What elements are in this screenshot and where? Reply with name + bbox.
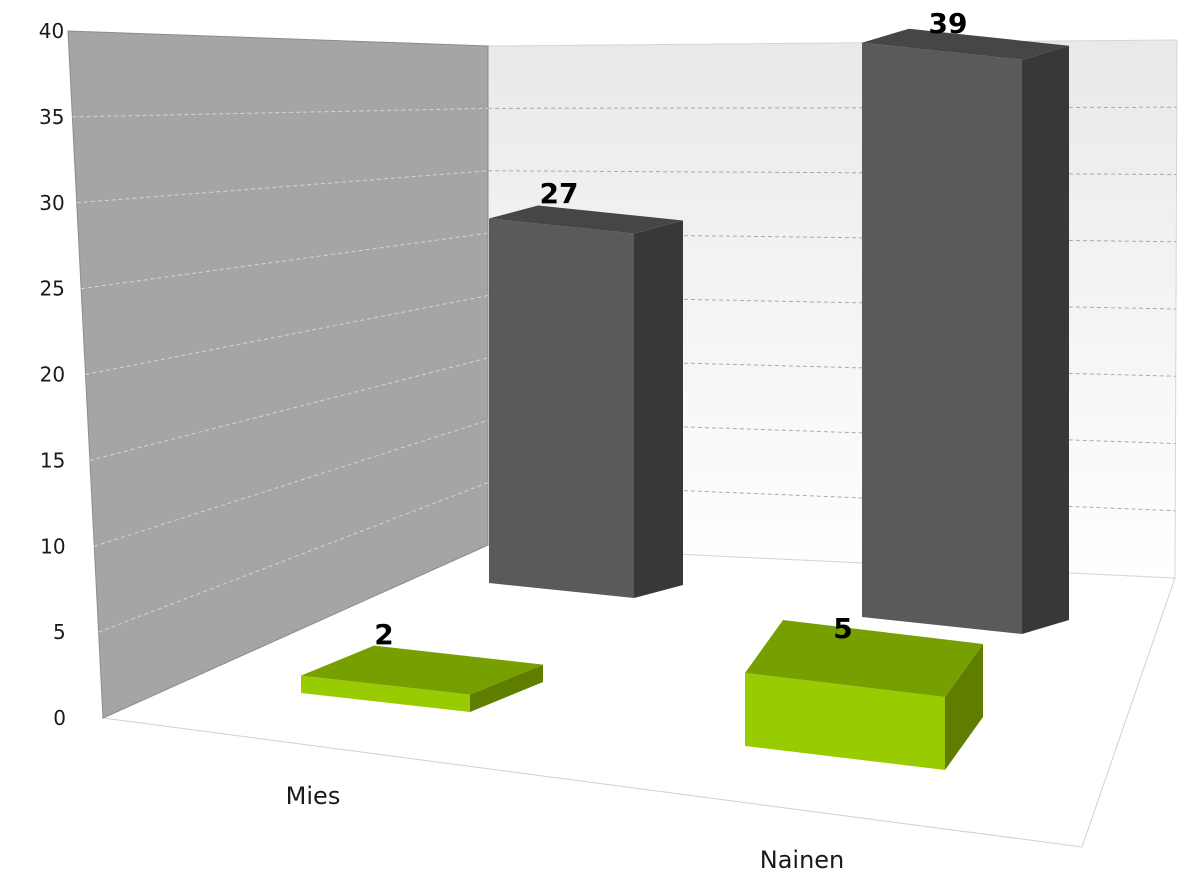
category-labels: Mies Nainen	[286, 782, 845, 874]
y-tick-label: 10	[40, 534, 65, 558]
bar-back-nainen-front	[862, 42, 1022, 634]
gridline-side	[72, 107, 489, 118]
bar-front-mies-top	[301, 645, 543, 695]
bar-back-mies-front	[489, 218, 634, 598]
side-wall	[67, 30, 489, 719]
gridline-side	[76, 170, 489, 204]
bar-back-mies-side	[634, 220, 683, 598]
gridline-side	[81, 232, 489, 290]
gridline-back	[487, 170, 1177, 175]
y-tick-label: 5	[53, 620, 66, 644]
bar-front-nainen-side	[945, 644, 983, 770]
y-tick-label: 15	[40, 448, 65, 472]
bar-back-mies	[489, 205, 683, 598]
gridline-back	[487, 106, 1177, 109]
bar-back-nainen	[862, 28, 1069, 634]
bars-back-series	[489, 28, 1069, 634]
bar-front-nainen-front	[745, 673, 945, 770]
category-label-nainen: Nainen	[760, 846, 845, 874]
y-tick-label: 25	[39, 277, 64, 301]
bars-front-series	[301, 620, 983, 770]
data-label-front-mies: 2	[374, 618, 393, 651]
bar-back-mies-top	[489, 205, 683, 234]
y-tick-label: 0	[53, 706, 66, 730]
data-label-back-mies: 27	[540, 177, 579, 210]
data-label-front-nainen: 5	[833, 612, 852, 645]
category-label-mies: Mies	[286, 782, 341, 810]
bar-front-mies	[301, 645, 543, 712]
bar-front-mies-front	[301, 675, 470, 712]
y-tick-label: 20	[40, 363, 65, 387]
data-labels: 27 39 2 5	[374, 7, 967, 651]
gridline-side	[85, 295, 489, 375]
gridline-side	[94, 419, 489, 547]
data-label-back-nainen: 39	[929, 7, 968, 40]
y-axis-tick-labels: 0 5 10 15 20 25 30 35 40	[39, 19, 66, 730]
bar-back-nainen-top	[862, 28, 1069, 60]
bar-back-nainen-side	[1022, 45, 1069, 634]
y-tick-label: 40	[39, 19, 64, 43]
bar-front-nainen-top	[745, 620, 983, 697]
y-tick-label: 35	[39, 105, 64, 129]
gridline-side	[89, 357, 489, 461]
bar-front-nainen	[745, 620, 983, 770]
y-tick-label: 30	[39, 191, 64, 215]
bar-front-mies-side	[470, 664, 543, 712]
